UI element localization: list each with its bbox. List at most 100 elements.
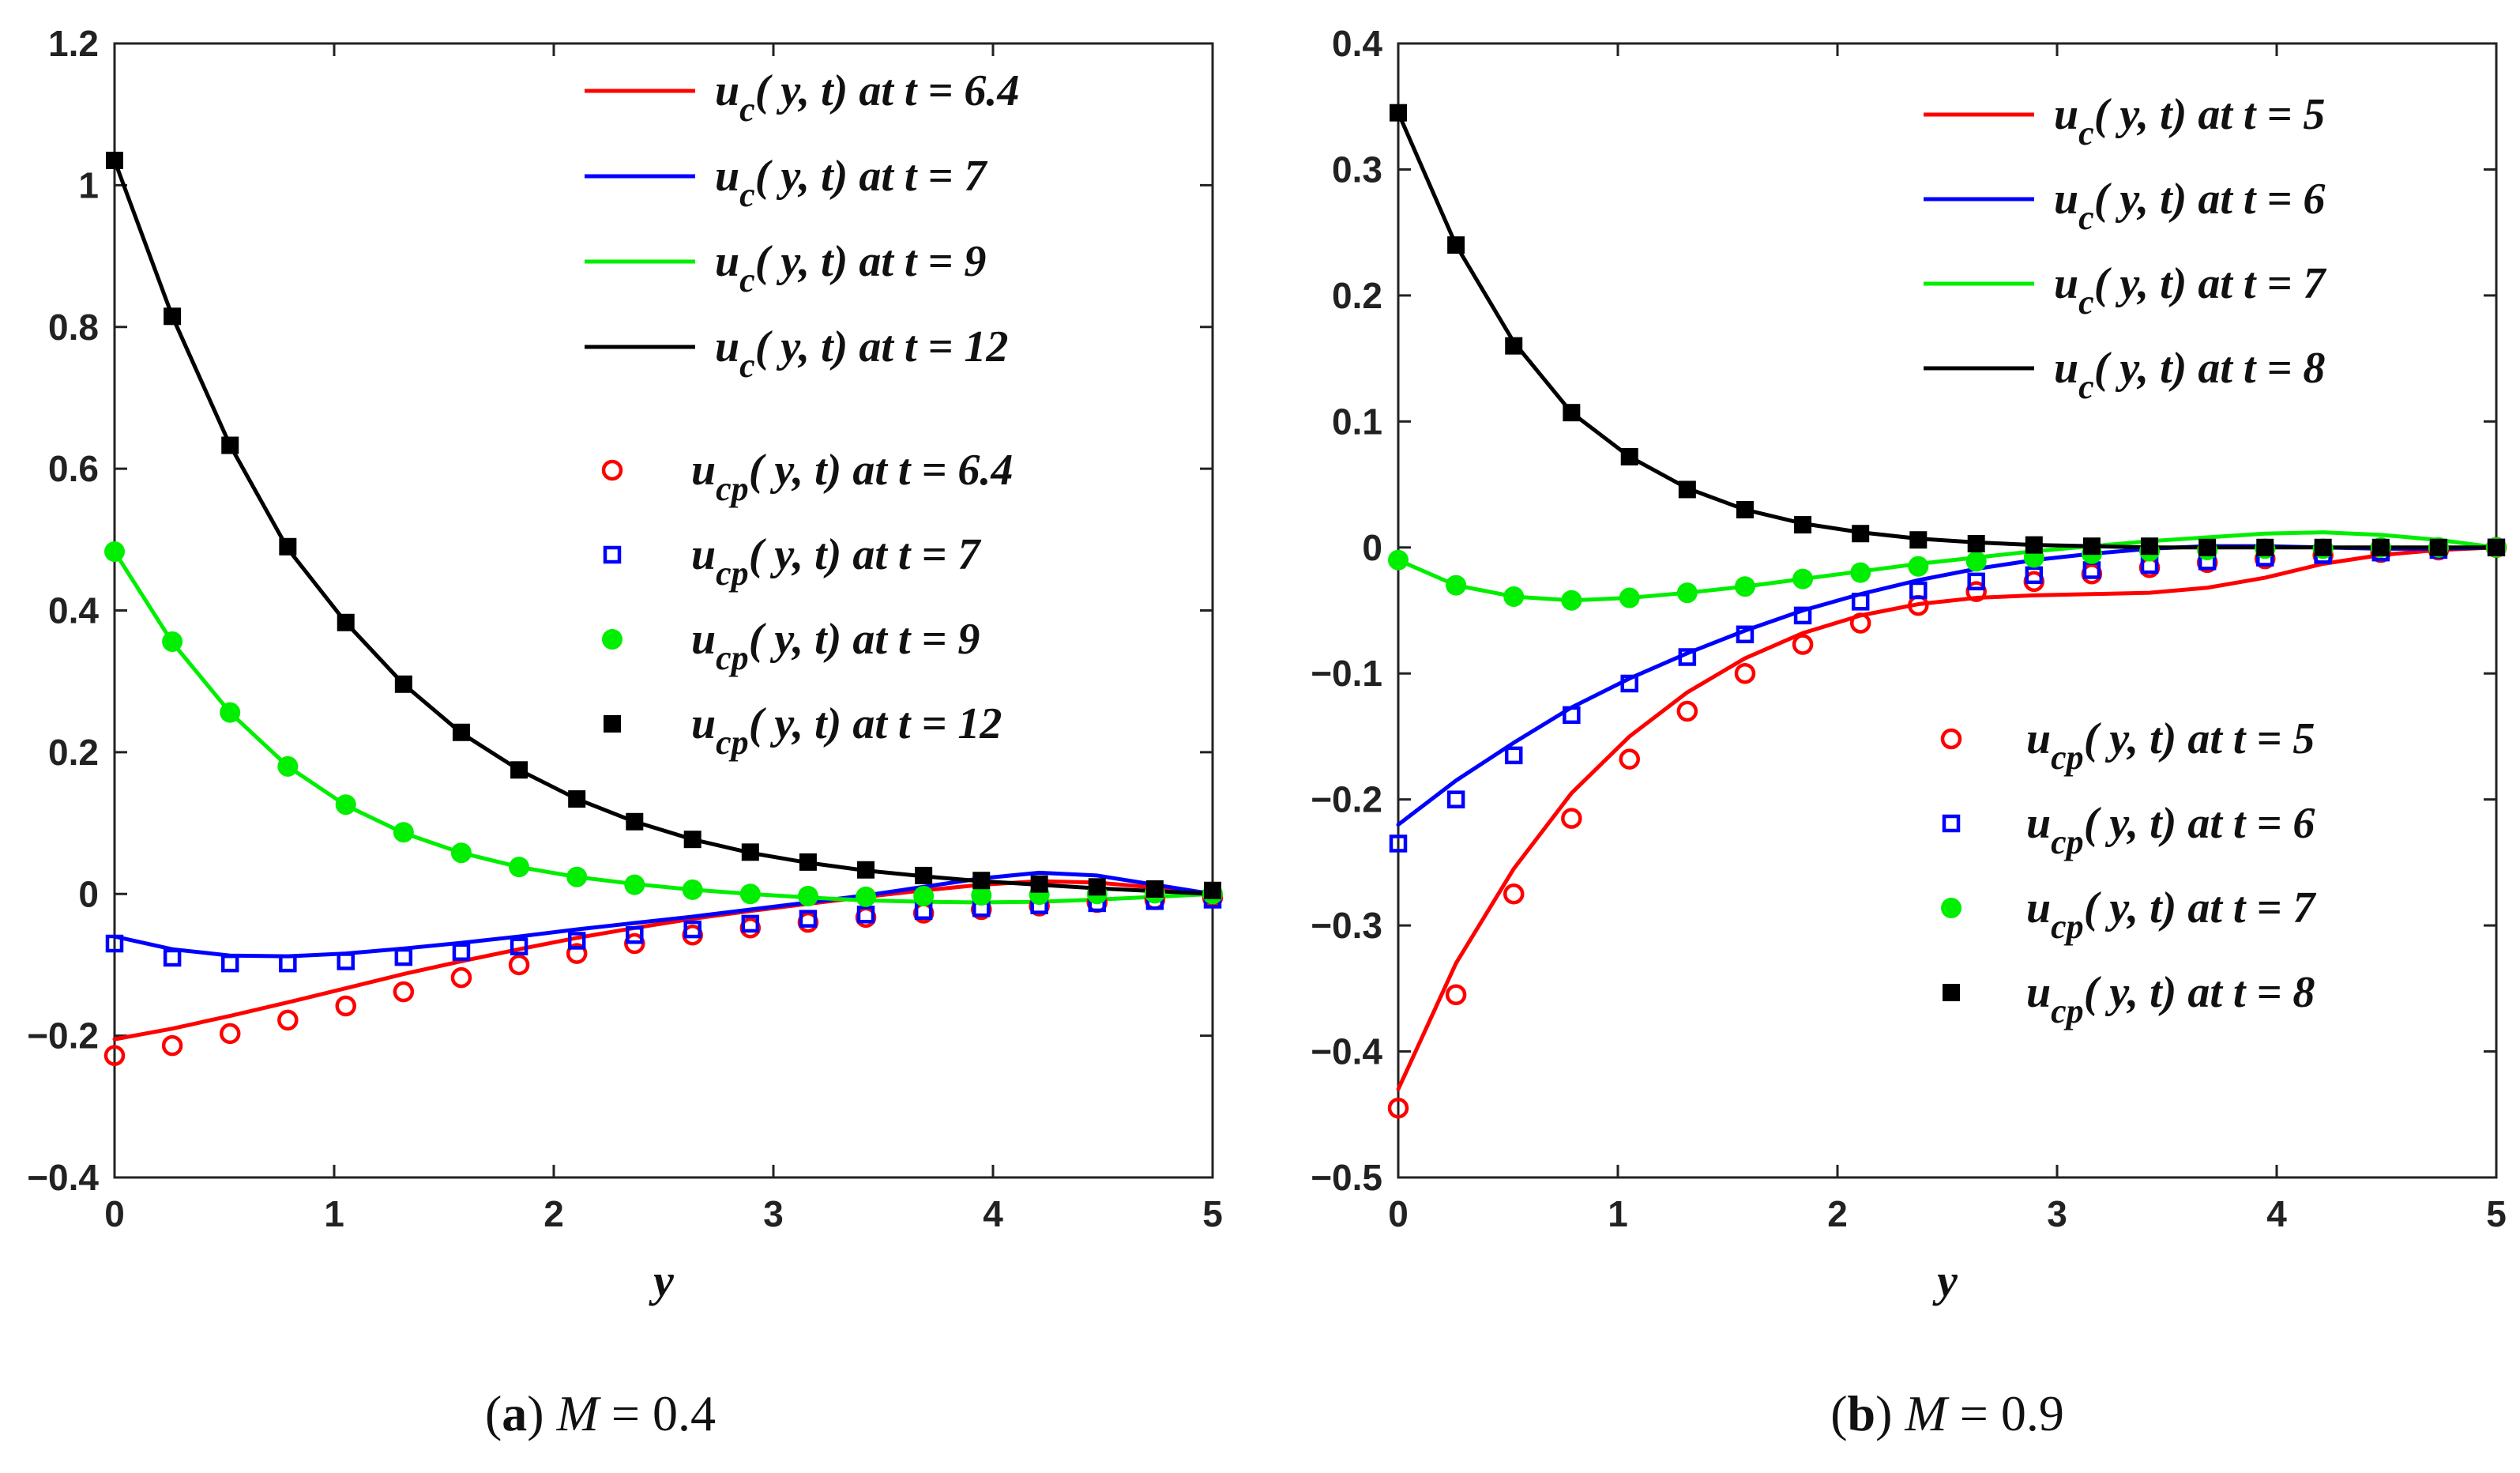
data-point	[219, 1023, 241, 1045]
legend-entry-label: uc( y, t) at t = 7	[2054, 259, 2326, 322]
plot-frame	[1397, 42, 2498, 1179]
data-point	[1734, 662, 1756, 684]
y-tick-label: 0.8	[48, 307, 99, 348]
data-point	[1793, 606, 1812, 625]
y-tick-label: 1	[78, 164, 99, 205]
series-markers-cp-t9	[104, 541, 1223, 907]
panel-caption: (a) M = 0.4	[485, 1385, 716, 1441]
data-point	[163, 948, 182, 967]
x-axis-label: y	[649, 1255, 674, 1306]
data-point	[1447, 236, 1465, 254]
data-point	[1561, 808, 1582, 829]
y-tick-label: 0	[1362, 527, 1382, 568]
y-tick-label: 0.6	[48, 448, 99, 489]
data-point	[1849, 612, 1871, 634]
data-point	[450, 842, 472, 864]
legend-marker-swatch	[1942, 814, 1961, 833]
legend-entry-label: uc( y, t) at t = 5	[2054, 90, 2325, 153]
data-point	[568, 790, 586, 808]
data-point	[1504, 746, 1523, 765]
legend-marker-swatch	[1940, 728, 1962, 750]
data-point	[509, 857, 530, 878]
data-point	[1792, 634, 1814, 655]
legend-lines: uc( y, t) at t = 5 uc( y, t) at t = 6 uc( …	[1924, 90, 2326, 406]
y-tick-label: 0.4	[48, 590, 99, 631]
data-point	[857, 861, 875, 879]
data-point	[1794, 516, 1812, 534]
data-point	[337, 952, 355, 970]
data-point	[1387, 1098, 1409, 1119]
data-point	[567, 932, 586, 950]
data-point	[279, 537, 297, 556]
y-tick-label: 0.2	[48, 732, 99, 773]
data-point	[452, 723, 470, 741]
data-point	[1676, 582, 1698, 604]
legend-lines: uc( y, t) at t = 6.4 uc( y, t) at t = 7 uc…	[585, 66, 1019, 385]
data-point	[1909, 581, 1928, 600]
x-tick-label: 4	[2266, 1193, 2287, 1234]
panel-caption: (b) M = 0.9	[1830, 1385, 2064, 1441]
y-tick-label: 0.4	[1332, 23, 1382, 64]
data-point	[1619, 748, 1640, 770]
data-point	[1736, 625, 1755, 644]
legend-entry-label: ucp( y, t) at t = 7	[2026, 883, 2316, 946]
data-point	[1445, 984, 1467, 1006]
data-point	[1792, 568, 1814, 590]
data-point	[2141, 537, 2159, 556]
data-point	[683, 831, 701, 849]
data-point	[1446, 575, 1467, 596]
legend-entry-label: uc( y, t) at t = 7	[715, 152, 987, 214]
data-point	[1503, 586, 1525, 607]
x-tick-label: 4	[983, 1193, 1003, 1234]
legend-marker-swatch	[604, 715, 621, 733]
data-point	[2429, 538, 2447, 556]
x-tick-label: 0	[1388, 1193, 1409, 1234]
legend-entry-label: ucp( y, t) at t = 6.4	[691, 446, 1013, 508]
data-point	[915, 866, 933, 884]
data-point	[335, 794, 356, 816]
data-point	[624, 874, 645, 895]
legend-entry-label: uc( y, t) at t = 8	[2054, 344, 2325, 406]
data-point	[971, 885, 992, 906]
data-point	[452, 943, 471, 962]
data-point	[2314, 538, 2332, 556]
x-axis-label: y	[1932, 1255, 1958, 1306]
legend-marker-swatch	[1941, 898, 1961, 918]
legend-marker-swatch	[602, 629, 622, 650]
data-point	[1676, 700, 1698, 722]
legend-marker-swatch	[1943, 984, 1960, 1001]
x-tick-label: 3	[763, 1193, 784, 1234]
data-point	[104, 541, 125, 563]
data-point	[1967, 534, 1985, 552]
chart-panel-b: 0 1 2 3 4 5 −0.5 −0.4 −0.3 −0.2 −0.1 0 0.1 0.2 0.3 0.4 y…	[1311, 23, 2507, 1441]
x-tick-label: 2	[543, 1193, 564, 1234]
data-point	[1908, 556, 1929, 577]
legend-marker-swatch	[601, 459, 623, 481]
legend-marker-swatch	[603, 545, 622, 564]
legend-entry-label: ucp( y, t) at t = 8	[2026, 968, 2315, 1030]
legend-markers: ucp( y, t) at t = 5 ucp( y, t) at t = 6 uc…	[1940, 714, 2316, 1030]
data-point	[1563, 706, 1581, 725]
series-line-c-t12	[112, 158, 1215, 896]
data-point	[277, 1009, 299, 1031]
data-point	[1388, 549, 1409, 571]
data-point	[741, 843, 759, 861]
data-point	[1965, 581, 1987, 602]
series-line-c-t9	[112, 549, 1215, 905]
data-point	[2256, 538, 2274, 556]
data-point	[1620, 674, 1638, 693]
chart-panel-a: 0 1 2 3 4 5 −0.4 −0.2 0 0.2 0.4 0.6 0.8 1 1.2 y uc( y, t…	[27, 23, 1224, 1441]
y-tick-label: −0.4	[1311, 1031, 1382, 1072]
x-tick-label: 2	[1827, 1193, 1848, 1234]
data-point	[2082, 537, 2101, 556]
data-point	[566, 943, 588, 964]
y-tick-label: 0.2	[1332, 275, 1382, 316]
data-point	[1561, 590, 1582, 611]
data-point	[103, 1045, 126, 1066]
series-line-c-t5	[1396, 545, 2499, 1091]
x-tick-label: 5	[1202, 1193, 1223, 1234]
series-markers-cp-t12	[106, 151, 1221, 899]
data-point	[1563, 404, 1581, 422]
data-point	[799, 910, 818, 928]
data-point	[2025, 536, 2043, 554]
